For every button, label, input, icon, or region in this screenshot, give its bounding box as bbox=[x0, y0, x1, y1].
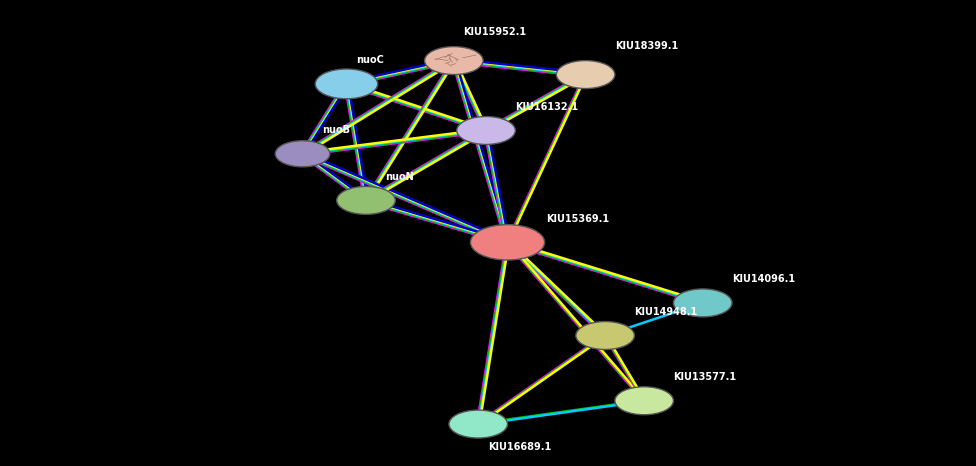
Text: nuoN: nuoN bbox=[386, 172, 414, 182]
Circle shape bbox=[275, 141, 330, 167]
Text: KIU13577.1: KIU13577.1 bbox=[673, 372, 737, 382]
Circle shape bbox=[576, 322, 634, 350]
Circle shape bbox=[615, 387, 673, 415]
Text: KIU16132.1: KIU16132.1 bbox=[515, 102, 579, 112]
Circle shape bbox=[449, 410, 508, 438]
Text: KIU14948.1: KIU14948.1 bbox=[634, 307, 698, 317]
Text: KIU15369.1: KIU15369.1 bbox=[547, 214, 610, 224]
Text: KIU15952.1: KIU15952.1 bbox=[464, 27, 527, 37]
Circle shape bbox=[337, 186, 395, 214]
Text: nuoC: nuoC bbox=[356, 55, 385, 65]
Text: KIU16689.1: KIU16689.1 bbox=[488, 442, 551, 452]
Circle shape bbox=[673, 289, 732, 317]
Text: nuoB: nuoB bbox=[322, 125, 350, 135]
Text: KIU18399.1: KIU18399.1 bbox=[615, 41, 678, 51]
Circle shape bbox=[470, 225, 545, 260]
Circle shape bbox=[315, 69, 378, 99]
Circle shape bbox=[556, 61, 615, 89]
Text: KIU14096.1: KIU14096.1 bbox=[732, 274, 795, 284]
Circle shape bbox=[425, 47, 483, 75]
Circle shape bbox=[457, 116, 515, 144]
